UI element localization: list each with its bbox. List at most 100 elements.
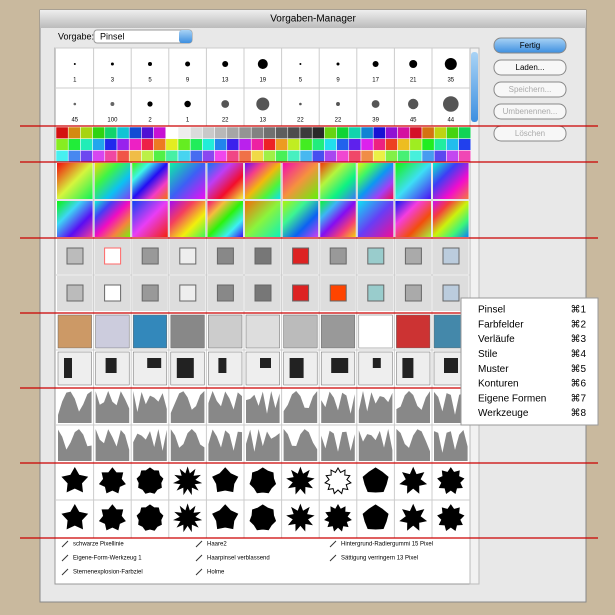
gradient [320, 201, 356, 237]
pattern-mark [176, 358, 194, 378]
swatch [250, 126, 264, 139]
button[interactable] [493, 37, 567, 54]
brush-tip [73, 63, 76, 65]
menu-item[interactable]: Stile [478, 349, 498, 360]
swatch [287, 138, 301, 151]
menu-item[interactable]: Eigene Formen [478, 393, 546, 404]
pattern-mark [64, 358, 72, 378]
pattern-mark [402, 358, 414, 378]
tool-name[interactable]: Haare2 [207, 542, 227, 548]
brush-tip [256, 97, 270, 111]
swatch [299, 126, 313, 139]
scroll-thumb[interactable] [471, 52, 478, 122]
contour [246, 391, 280, 423]
pattern [245, 314, 280, 349]
style-swatch [329, 247, 347, 265]
style-swatch [216, 284, 234, 302]
style-swatch [404, 247, 422, 265]
tool-name[interactable]: Sättigung verringern 13 Pixel [341, 556, 418, 562]
custom-shape [362, 504, 389, 530]
contour [321, 391, 355, 423]
swatch [189, 126, 203, 139]
custom-shape [324, 466, 352, 495]
pattern-mark [218, 358, 227, 373]
swatch [128, 126, 142, 139]
menu-shortcut: ⌘6 [570, 379, 586, 390]
tool-name[interactable]: Haarpinsel verblassend [207, 556, 270, 562]
contour [434, 391, 468, 423]
custom-shape [98, 467, 126, 494]
swatch [202, 126, 215, 139]
menu-shortcut: ⌘1 [570, 305, 586, 316]
dropdown-arrow[interactable] [179, 30, 192, 43]
custom-shape [399, 466, 428, 494]
tool-name[interactable]: Eigene-Form-Werkzeug 1 [73, 556, 142, 562]
tool-name[interactable]: Hintergrund-Radiergummi 15 Pixel [341, 542, 433, 548]
style-swatch [66, 284, 84, 302]
gradient [57, 201, 93, 237]
swatch [275, 138, 289, 151]
pattern-mark [147, 358, 162, 368]
custom-shape [286, 503, 315, 532]
swatch [263, 150, 276, 163]
brush-tip [372, 61, 379, 67]
brush-tip [110, 102, 115, 106]
swatch [385, 126, 398, 139]
menu-item[interactable]: Pinsel [478, 305, 505, 316]
brush-tip [257, 59, 268, 69]
swatch [409, 138, 423, 151]
swatch [116, 150, 130, 163]
brush-size: 13 [259, 118, 266, 124]
gradient [357, 163, 394, 199]
swatch [433, 150, 447, 163]
button[interactable] [493, 59, 567, 76]
menu-item[interactable]: Verläufe [478, 334, 515, 345]
swatch [458, 126, 472, 139]
swatch [226, 150, 240, 163]
swatch [311, 150, 325, 163]
swatch [458, 150, 472, 163]
button[interactable] [493, 81, 567, 98]
contour [58, 391, 92, 423]
style-swatch [104, 247, 122, 265]
gradient [245, 163, 281, 199]
gradient [132, 163, 168, 199]
style-swatch [254, 247, 272, 265]
custom-shape [437, 504, 465, 532]
brush-size: 17 [372, 78, 379, 84]
preset-value: Pinsel [100, 31, 125, 41]
gradient [94, 201, 131, 237]
menu-item[interactable]: Werkzeuge [478, 408, 529, 419]
contour [246, 429, 280, 461]
brush-size: 22 [222, 118, 229, 124]
menu-item[interactable]: Konturen [478, 379, 519, 390]
pattern-mark [289, 358, 304, 378]
brush-size: 45 [71, 118, 78, 124]
custom-shape [61, 503, 89, 530]
menu-item[interactable]: Farbfelder [478, 319, 524, 330]
brush-size: 22 [335, 118, 342, 124]
tool-name[interactable]: Holme [207, 570, 225, 576]
swatch [202, 138, 215, 151]
contour [434, 430, 468, 461]
swatch [250, 150, 264, 163]
swatch [348, 138, 362, 151]
swatch [275, 150, 289, 163]
button[interactable] [493, 103, 567, 120]
tool-name[interactable]: Sternenexplosion-Farbziel [73, 570, 143, 576]
popup-menu [460, 297, 599, 426]
style-swatch [141, 284, 159, 302]
swatch [92, 126, 106, 139]
gradient [395, 163, 431, 199]
menu-shortcut: ⌘5 [570, 364, 586, 375]
swatch [324, 126, 337, 139]
menu-item[interactable]: Muster [478, 364, 509, 375]
brush-tip [443, 96, 459, 112]
swatch [55, 150, 69, 163]
swatch [250, 138, 264, 151]
contour [170, 429, 205, 461]
swatch [336, 150, 350, 163]
tool-name[interactable]: schwarze Pixellinie [73, 542, 124, 548]
custom-shape [399, 503, 428, 531]
